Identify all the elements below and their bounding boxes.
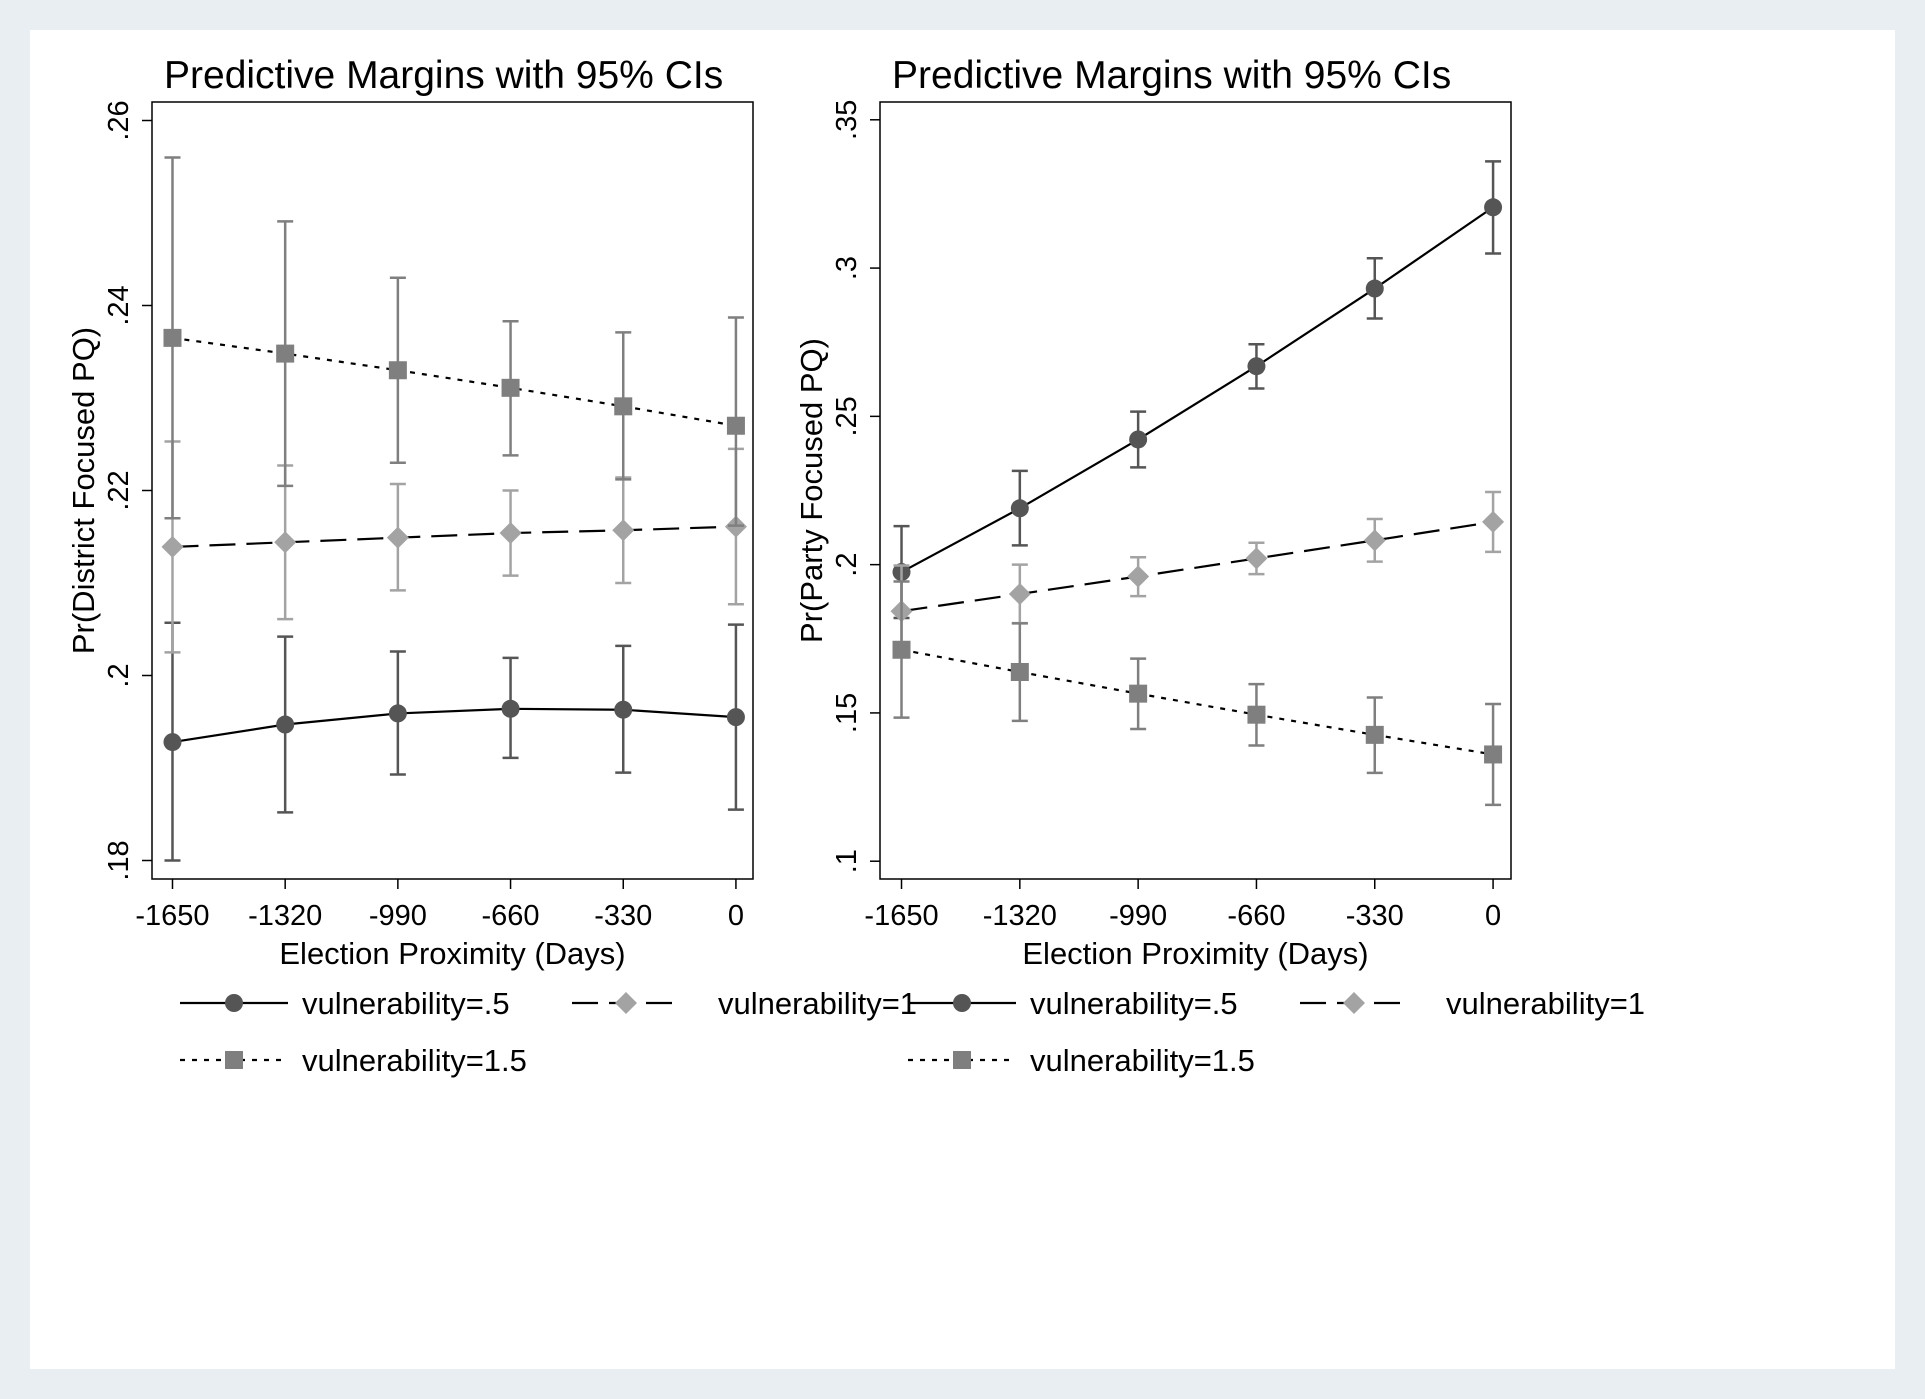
legend: vulnerability=.5 vulnerability=1 vulnerabi… [180,986,917,1078]
legend-marker-v1 [615,992,637,1014]
x-tick-label: -990 [369,900,427,932]
point-v15 [1010,662,1029,681]
x-tick-label: -330 [594,900,652,932]
point-v15 [726,416,745,435]
x-axis-title: Election Proximity (Days) [1022,936,1368,971]
point-v05 [1010,499,1029,518]
y-tick-label: .2 [831,553,863,577]
x-tick-label: -1650 [864,900,938,932]
y-axis-title: Pr(District Focused PQ) [66,327,101,654]
series-line-v1 [172,525,736,549]
point-v1 [1245,547,1268,570]
y-tick-label: .2 [103,663,135,687]
y-tick-label: .26 [103,100,135,140]
figure: Predictive Margins with 95% CIs .18 .2 .22.… [30,30,1895,1369]
y-tick-label: .25 [831,396,863,436]
y-tick-label: .18 [103,840,135,880]
x-tick-label: 0 [1485,900,1501,932]
legend-label-v05: vulnerability=.5 [302,986,510,1021]
point-v05 [276,715,295,734]
series-line-v05 [900,206,1494,574]
point-v15 [1247,705,1266,724]
legend-label-v05: vulnerability=.5 [1030,986,1238,1021]
x-tick-label: -990 [1109,900,1167,932]
legend-marker-v15 [225,1051,243,1069]
legend-label-v1: vulnerability=1 [1446,986,1645,1021]
x-tick-label: -660 [1227,900,1285,932]
point-v05 [614,700,633,719]
panel-party: Predictive Margins with 95% CIs .1 .15 .2 .2… [794,54,1645,1078]
y-tick-label: .15 [831,693,863,733]
point-v15 [276,344,295,363]
point-v1 [1008,583,1031,606]
y-tick-label: .1 [831,849,863,873]
legend: vulnerability=.5 vulnerability=1 vulnerabi… [908,986,1645,1078]
point-v1 [161,535,184,558]
point-v1 [1127,565,1150,588]
series-line-v1 [901,520,1494,613]
legend-label-v15: vulnerability=1.5 [1030,1043,1255,1078]
point-v15 [614,397,633,416]
x-tick-label: 0 [728,900,744,932]
panel-district: Predictive Margins with 95% CIs .18 .2 .22.… [66,54,917,1078]
legend-marker-v15 [953,1051,971,1069]
point-v1 [386,526,409,549]
point-v15 [163,328,182,347]
point-v1 [612,519,635,542]
point-v15 [1484,745,1503,764]
point-v15 [1365,725,1384,744]
y-tick-label: .24 [103,285,135,325]
x-tick-label: -1650 [135,900,209,932]
legend-label-v1: vulnerability=1 [718,986,917,1021]
point-v15 [892,640,911,659]
series-line-v05 [172,707,736,744]
point-v15 [1129,684,1148,703]
legend-marker-v1 [1343,992,1365,1014]
x-tick-label: -1320 [248,900,322,932]
point-v05 [163,733,182,752]
series-v15 [892,580,1503,807]
legend-marker-v05 [953,994,971,1012]
y-axis-title: Pr(Party Focused PQ) [794,338,829,643]
y-tick-label: .3 [831,256,863,280]
point-v05 [1484,198,1503,217]
point-v1 [1363,529,1386,552]
x-tick-label: -660 [482,900,540,932]
x-axis-title: Election Proximity (Days) [279,936,625,971]
series-v15 [163,156,745,527]
x-tick-label: -330 [1346,900,1404,932]
plot-frame [879,101,1512,880]
chart-title: Predictive Margins with 95% CIs [164,54,723,97]
point-v15 [388,361,407,380]
legend-label-v15: vulnerability=1.5 [302,1043,527,1078]
y-tick-label: .22 [103,470,135,510]
plot-frame [151,101,754,880]
series-v05 [892,160,1503,620]
point-v1 [274,531,297,554]
point-v15 [501,378,520,397]
point-v1 [1482,510,1505,533]
point-v05 [1247,357,1266,376]
chart-canvas: Predictive Margins with 95% CIs .18 .2 .22.… [66,54,1645,1078]
series-line-v15 [901,648,1494,756]
point-v1 [499,522,522,545]
y-tick-label: .35 [831,100,863,140]
legend-marker-v05 [225,994,243,1012]
point-v05 [1365,279,1384,298]
point-v05 [726,708,745,727]
x-tick-label: -1320 [983,900,1057,932]
point-v05 [1129,430,1148,449]
point-v05 [501,699,520,718]
chart-title: Predictive Margins with 95% CIs [892,54,1451,97]
point-v05 [388,704,407,723]
